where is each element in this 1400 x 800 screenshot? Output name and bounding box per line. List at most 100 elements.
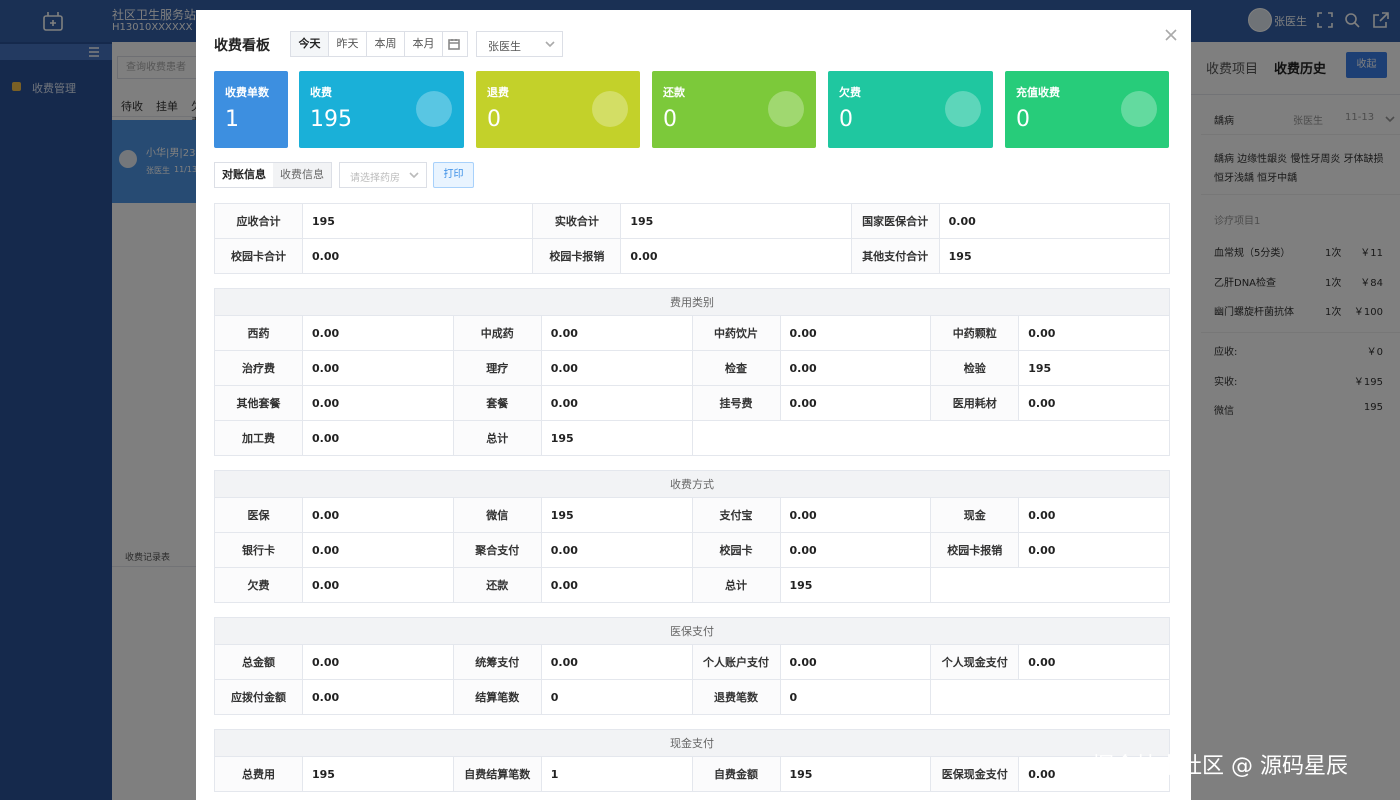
icon-graphic xyxy=(448,39,460,50)
field-label: 医保现金支付 xyxy=(930,756,1020,792)
info-table: 现金支付 总费用 195 自费结算笔数 1 自费金额 195 医保现金支付 0.00 xyxy=(214,729,1170,792)
field-value: 0 xyxy=(540,679,693,715)
modal-close[interactable] xyxy=(1165,29,1177,41)
field-value: 0.00 xyxy=(779,385,932,421)
field-label: 检查 xyxy=(691,350,781,386)
field-label: 校园卡报销 xyxy=(532,238,622,274)
field-value: 0.00 xyxy=(302,350,454,386)
field-label: 检验 xyxy=(930,350,1020,386)
pharmacy-select[interactable]: 请选择药房 xyxy=(339,162,427,188)
modal-title: 收费看板 xyxy=(214,38,270,54)
field-label: 校园卡报销 xyxy=(930,532,1020,568)
print-button[interactable]: 打印 xyxy=(433,162,474,188)
field-value: 0.00 xyxy=(938,203,1170,239)
table-row: 加工费 0.00 总计 195 xyxy=(214,420,1170,456)
field-value: 0.00 xyxy=(301,238,534,274)
icon-graphic xyxy=(1165,29,1177,41)
field-label: 欠费 xyxy=(214,567,303,603)
field-label: 中成药 xyxy=(452,315,542,351)
field-label: 自费金额 xyxy=(691,756,781,792)
field-label: 西药 xyxy=(214,315,303,351)
stat-card: 还款 0 xyxy=(652,71,816,148)
watermark: 掘金技术社区 @ 源码星辰 xyxy=(1092,754,1348,779)
field-value: 0.00 xyxy=(779,644,932,680)
card-value: 195 xyxy=(310,107,352,132)
date-tab[interactable]: 本周 xyxy=(367,32,405,56)
view-tab[interactable]: 收费信息 xyxy=(273,163,331,187)
card-label: 收费 xyxy=(310,86,332,99)
field-label: 结算笔数 xyxy=(452,679,542,715)
doctor-select[interactable]: 张医生 xyxy=(476,31,563,57)
field-label: 统筹支付 xyxy=(452,644,542,680)
info-table: 医保支付 总金额 0.00 统筹支付 0.00 个人账户支付 0.00 个人现金支付 0.00 应… xyxy=(214,617,1170,715)
card-value: 0 xyxy=(487,107,501,132)
view-tab[interactable]: 对账信息 xyxy=(222,168,266,181)
table-row: 银行卡 0.00 聚合支付 0.00 校园卡 0.00 校园卡报销 0.00 xyxy=(214,532,1170,568)
date-tab[interactable]: 本月 xyxy=(405,32,443,56)
field-value: 0.00 xyxy=(1018,315,1170,351)
card-value: 0 xyxy=(1016,107,1030,132)
info-table: 收费方式 医保 0.00 微信 195 支付宝 0.00 现金 0.00 银行卡 0.00 聚合支付 0… xyxy=(214,470,1170,603)
date-tabs: 今天 昨天 本周 本月 xyxy=(290,31,468,57)
field-label: 挂号费 xyxy=(691,385,781,421)
field-label: 治疗费 xyxy=(214,350,303,386)
view-tabs: 对账信息 收费信息 xyxy=(214,162,332,188)
date-tab[interactable]: 今天 xyxy=(291,32,329,56)
field-label: 应收合计 xyxy=(214,203,303,239)
field-value: 195 xyxy=(938,238,1170,274)
field-label: 总费用 xyxy=(214,756,303,792)
field-value: 0.00 xyxy=(302,567,454,603)
field-value: 0.00 xyxy=(302,532,454,568)
field-value: 1 xyxy=(540,756,693,792)
field-label: 校园卡 xyxy=(691,532,781,568)
field-value: 195 xyxy=(540,420,693,456)
field-label: 中药饮片 xyxy=(691,315,781,351)
icon-graphic xyxy=(545,41,555,48)
field-label: 微信 xyxy=(452,497,542,533)
card-value: 0 xyxy=(839,107,853,132)
select-arrow xyxy=(544,38,556,50)
section-header: 收费方式 xyxy=(214,470,1170,498)
field-value: 0.00 xyxy=(620,238,852,274)
field-label: 其他套餐 xyxy=(214,385,303,421)
fee-dashboard-modal: 应收合计 195 实收合计 195 国家医保合计 0.00 校园卡合计 0.00 校园卡报销 0.… xyxy=(196,10,1191,800)
table-row: 医保 0.00 微信 195 支付宝 0.00 现金 0.00 xyxy=(214,497,1170,533)
field-label: 还款 xyxy=(452,567,542,603)
card-value: 1 xyxy=(225,107,239,132)
field-value: 0.00 xyxy=(1018,385,1170,421)
card-label: 还款 xyxy=(663,86,685,99)
field-value: 0.00 xyxy=(302,420,454,456)
empty-cell xyxy=(930,567,1170,603)
stat-card: 欠费 0 xyxy=(828,71,993,148)
table-row: 应收合计 195 实收合计 195 国家医保合计 0.00 xyxy=(214,203,1170,239)
date-picker[interactable] xyxy=(443,32,467,56)
doctor-select-text: 张医生 xyxy=(488,40,521,53)
field-label: 医用耗材 xyxy=(930,385,1020,421)
info-table: 应收合计 195 实收合计 195 国家医保合计 0.00 校园卡合计 0.00 校园卡报销 0.… xyxy=(214,203,1170,274)
field-value: 195 xyxy=(779,567,932,603)
date-tab[interactable]: 昨天 xyxy=(329,32,367,56)
card-icon xyxy=(592,91,628,127)
field-value: 195 xyxy=(302,756,454,792)
field-label: 应拨付金额 xyxy=(214,679,303,715)
field-label: 总计 xyxy=(691,567,781,603)
field-label: 退费笔数 xyxy=(691,679,781,715)
field-value: 0.00 xyxy=(1018,756,1170,792)
field-value: 0.00 xyxy=(540,350,693,386)
field-label: 中药颗粒 xyxy=(930,315,1020,351)
stat-card: 退费 0 xyxy=(476,71,640,148)
select-arrow xyxy=(408,169,420,181)
card-label: 充值收费 xyxy=(1016,86,1060,99)
field-value: 0.00 xyxy=(779,350,932,386)
field-value: 0 xyxy=(779,679,932,715)
field-label: 校园卡合计 xyxy=(214,238,303,274)
field-value: 195 xyxy=(1018,350,1170,386)
field-value: 0.00 xyxy=(302,315,454,351)
card-icon xyxy=(416,91,452,127)
field-value: 0.00 xyxy=(540,532,693,568)
card-value: 0 xyxy=(663,107,677,132)
field-label: 总计 xyxy=(452,420,542,456)
field-value: 0.00 xyxy=(1018,644,1170,680)
section-title: 收费方式 xyxy=(214,470,1170,498)
field-value: 0.00 xyxy=(1018,532,1170,568)
